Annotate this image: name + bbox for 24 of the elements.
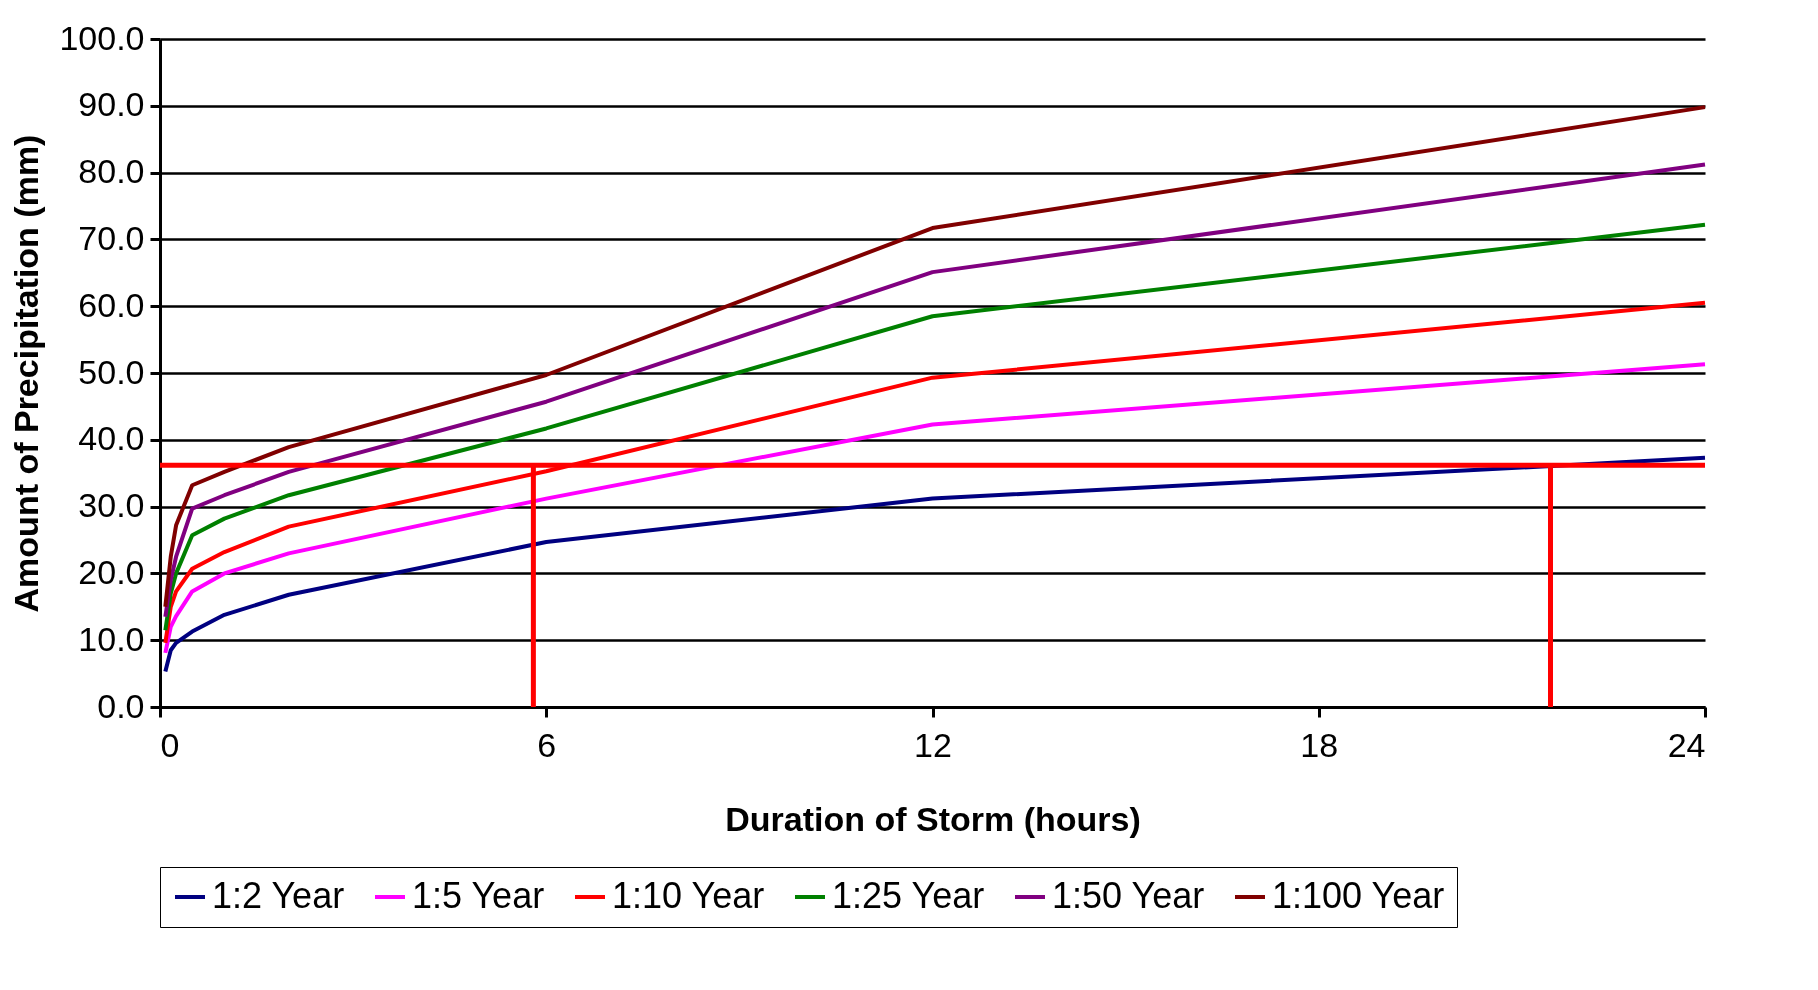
legend-label: 1:5 Year xyxy=(412,875,545,916)
y-tick-label: 70.0 xyxy=(78,218,145,257)
legend-label: 1:25 Year xyxy=(832,875,985,916)
x-tick-label: 24 xyxy=(1667,725,1706,764)
y-tick-label: 10.0 xyxy=(78,619,145,658)
y-tick-label: 80.0 xyxy=(78,152,145,191)
y-tick-label: 30.0 xyxy=(78,486,145,525)
y-tick-label: 0.0 xyxy=(97,686,145,725)
x-tick-label: 0 xyxy=(160,725,180,764)
y-tick-label: 60.0 xyxy=(78,285,145,324)
y-tick-label: 40.0 xyxy=(78,419,145,458)
legend-label: 1:2 Year xyxy=(212,875,345,916)
x-tick-label: 6 xyxy=(537,725,557,764)
y-tick-label: 20.0 xyxy=(78,552,145,591)
y-axis-title: Amount of Precipitation (mm) xyxy=(7,134,46,613)
legend-label: 1:10 Year xyxy=(612,875,765,916)
y-tick-label: 100.0 xyxy=(59,18,145,57)
x-tick-label: 12 xyxy=(914,725,952,764)
y-tick-label: 50.0 xyxy=(78,352,145,391)
x-tick-label: 18 xyxy=(1300,725,1339,764)
y-tick-label: 90.0 xyxy=(78,85,145,124)
legend-label: 1:100 Year xyxy=(1272,875,1445,916)
x-axis-title: Duration of Storm (hours) xyxy=(725,799,1141,838)
legend-label: 1:50 Year xyxy=(1052,875,1205,916)
